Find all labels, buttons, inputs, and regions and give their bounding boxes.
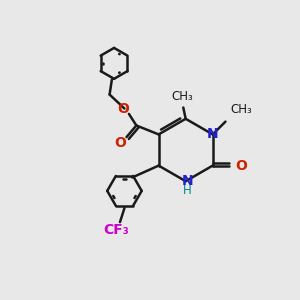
Text: H: H	[183, 184, 191, 196]
Text: N: N	[181, 174, 193, 188]
Text: CH₃: CH₃	[171, 90, 193, 103]
Text: CF₃: CF₃	[103, 223, 129, 236]
Text: O: O	[115, 136, 127, 150]
Text: O: O	[235, 159, 247, 172]
Text: N: N	[207, 128, 218, 141]
Text: CH₃: CH₃	[230, 103, 252, 116]
Text: O: O	[118, 101, 130, 116]
